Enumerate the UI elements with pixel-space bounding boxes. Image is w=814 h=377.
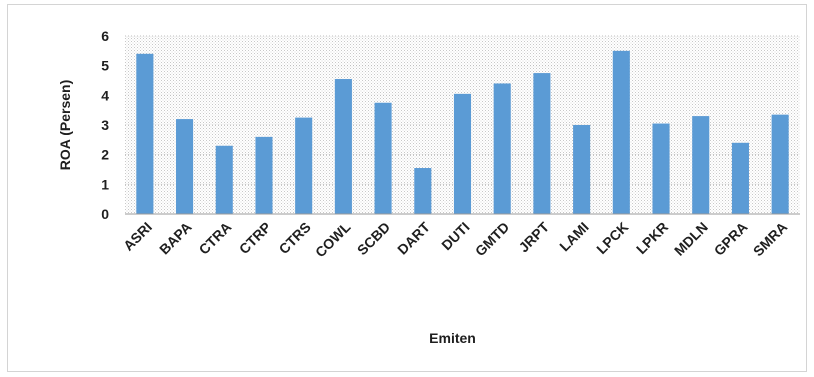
x-tick-label: SMRA [750,219,790,259]
bar-mdln [692,116,710,214]
bar-lami [573,125,591,214]
y-tick-label: 4 [101,87,109,103]
bar-lpkr [652,123,670,214]
y-axis-ticks: 0 1 2 3 4 5 6 [101,28,109,222]
bar-ctrs [295,117,313,214]
bar-dart [414,168,432,214]
x-tick-label: DUTI [438,219,472,253]
x-tick-label: LPCK [593,219,631,257]
bar-lpck [612,50,630,215]
x-tick-label: COWL [312,218,354,260]
bar-jrpt [533,73,551,214]
y-tick-label: 1 [101,176,109,192]
bar-gmtd [493,83,511,214]
bar-scbd [374,102,392,214]
y-tick-label: 6 [101,28,109,44]
bar-bapa [176,119,194,214]
y-tick-label: 2 [101,147,109,163]
bar-ctrp [255,136,273,214]
x-tick-label: JRPT [515,218,552,255]
y-axis-title: ROA (Persen) [57,80,73,171]
bar-asri [136,53,154,214]
bar-cowl [334,79,352,215]
bar-ctra [215,145,233,214]
bar-gpra [731,142,749,214]
x-tick-label: BAPA [156,219,195,258]
bar-duti [453,93,472,214]
y-tick-label: 3 [101,117,109,133]
x-tick-label: CTRS [276,219,314,257]
x-tick-label: SCBD [354,219,393,258]
x-tick-label: DART [394,218,433,257]
y-tick-label: 0 [101,206,109,222]
x-axis-title: Emiten [429,330,476,346]
x-tick-label: GPRA [711,219,751,259]
x-tick-label: CTRA [196,219,235,258]
x-tick-label: MDLN [671,219,711,259]
x-tick-label: LPKR [633,219,671,257]
y-tick-label: 5 [101,58,109,74]
chart-frame: 0 1 2 3 4 5 6 ASRI BAPA CTRA CTRP CTRS COWL SCBD DART… [7,4,807,372]
x-tick-label: GMTD [472,219,512,259]
x-tick-label: ASRI [120,219,155,254]
x-tick-label: CTRP [236,219,274,257]
bar-smra [771,114,789,214]
bars [136,50,789,215]
x-tick-label: LAMI [556,219,592,255]
